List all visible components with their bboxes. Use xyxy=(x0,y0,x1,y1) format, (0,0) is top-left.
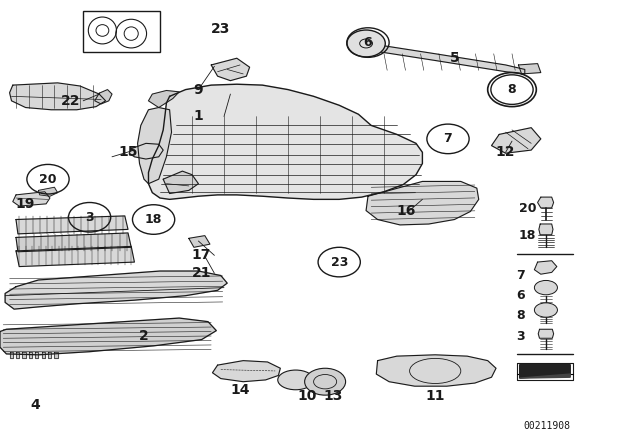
Polygon shape xyxy=(212,361,280,382)
Text: 4: 4 xyxy=(30,398,40,413)
Text: 9: 9 xyxy=(193,82,204,97)
Ellipse shape xyxy=(278,370,314,390)
Polygon shape xyxy=(16,233,131,252)
Polygon shape xyxy=(10,352,13,358)
Polygon shape xyxy=(29,352,32,358)
Ellipse shape xyxy=(305,368,346,395)
Polygon shape xyxy=(211,58,250,81)
Polygon shape xyxy=(48,352,51,358)
Polygon shape xyxy=(16,216,128,234)
Text: 8: 8 xyxy=(516,309,525,323)
Polygon shape xyxy=(0,318,216,355)
Text: 18: 18 xyxy=(518,228,536,242)
Polygon shape xyxy=(5,271,227,309)
Text: 2: 2 xyxy=(139,329,149,343)
Ellipse shape xyxy=(347,30,385,57)
Text: 14: 14 xyxy=(230,383,250,397)
Polygon shape xyxy=(538,329,554,338)
Polygon shape xyxy=(138,108,172,184)
Text: 7: 7 xyxy=(516,269,525,282)
Text: 22: 22 xyxy=(61,94,80,108)
Ellipse shape xyxy=(534,303,557,317)
Polygon shape xyxy=(10,83,106,110)
Polygon shape xyxy=(16,352,19,358)
Polygon shape xyxy=(520,374,570,378)
Text: 3: 3 xyxy=(85,211,94,224)
Polygon shape xyxy=(376,355,496,386)
Polygon shape xyxy=(42,352,45,358)
Polygon shape xyxy=(148,90,179,108)
Polygon shape xyxy=(539,224,553,235)
Polygon shape xyxy=(538,197,554,208)
Text: 3: 3 xyxy=(516,329,525,343)
Text: 18: 18 xyxy=(145,213,163,226)
Text: 13: 13 xyxy=(323,389,342,404)
Polygon shape xyxy=(95,90,112,104)
Text: 7: 7 xyxy=(444,132,452,146)
Text: 6: 6 xyxy=(364,36,372,49)
Polygon shape xyxy=(38,187,58,196)
Text: 15: 15 xyxy=(118,145,138,159)
Text: 00211908: 00211908 xyxy=(524,421,571,431)
Bar xyxy=(83,11,160,52)
Text: 10: 10 xyxy=(298,389,317,404)
Text: 19: 19 xyxy=(16,197,35,211)
Polygon shape xyxy=(366,181,479,225)
Polygon shape xyxy=(129,143,163,159)
Text: 16: 16 xyxy=(397,203,416,218)
Text: 17: 17 xyxy=(192,248,211,263)
Polygon shape xyxy=(16,246,134,267)
Polygon shape xyxy=(534,261,557,274)
Text: 23: 23 xyxy=(211,22,230,36)
Text: 11: 11 xyxy=(426,389,445,404)
Text: 6: 6 xyxy=(516,289,525,302)
Polygon shape xyxy=(189,236,210,247)
Polygon shape xyxy=(22,352,26,358)
Text: 12: 12 xyxy=(496,145,515,159)
Text: 21: 21 xyxy=(192,266,211,280)
Polygon shape xyxy=(520,365,570,378)
Text: 1: 1 xyxy=(193,109,204,124)
Text: 20: 20 xyxy=(518,202,536,215)
Polygon shape xyxy=(13,192,50,206)
Text: 20: 20 xyxy=(39,172,57,186)
Polygon shape xyxy=(492,128,541,153)
Text: 8: 8 xyxy=(508,83,516,96)
Polygon shape xyxy=(148,84,422,199)
Polygon shape xyxy=(54,352,58,358)
Polygon shape xyxy=(35,352,38,358)
Polygon shape xyxy=(518,64,541,74)
Polygon shape xyxy=(366,45,525,74)
Text: 5: 5 xyxy=(449,51,460,65)
Ellipse shape xyxy=(534,280,557,295)
Polygon shape xyxy=(163,171,198,194)
Text: 23: 23 xyxy=(330,255,348,269)
